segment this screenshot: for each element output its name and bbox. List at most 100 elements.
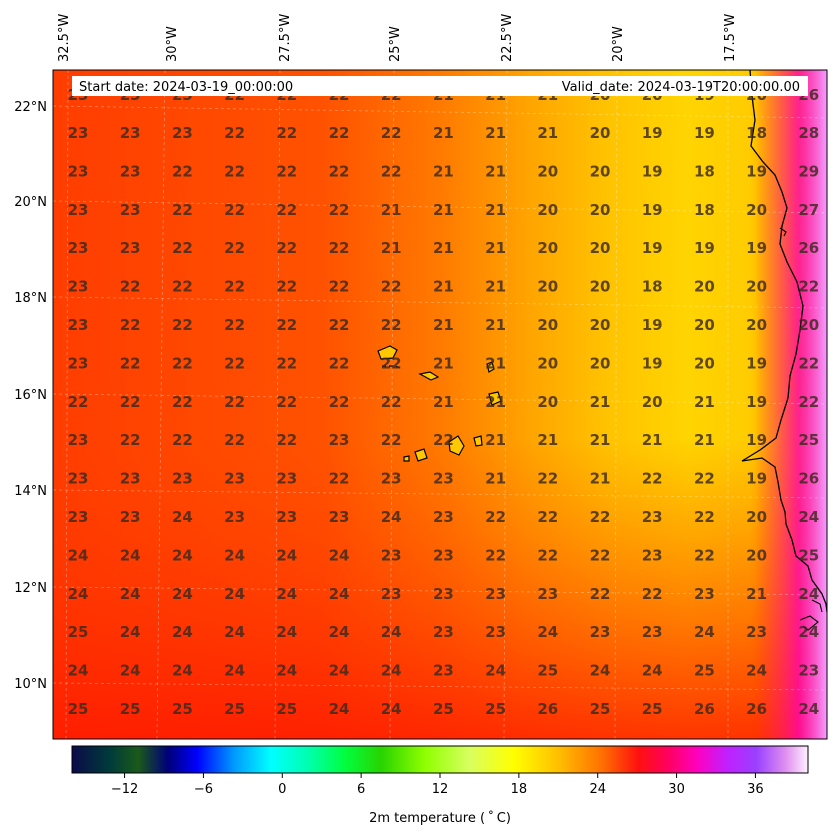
temperature-value: 19 (746, 431, 767, 449)
temperature-value: 19 (642, 316, 663, 334)
temperature-value: 23 (68, 316, 89, 334)
temperature-value: 25 (590, 700, 611, 718)
temperature-value: 25 (798, 546, 819, 564)
temperature-value: 23 (329, 431, 350, 449)
temperature-value: 22 (694, 546, 715, 564)
temperature-value: 23 (224, 508, 245, 526)
temperature-value: 22 (276, 354, 297, 372)
temperature-value: 21 (590, 431, 611, 449)
temperature-value: 24 (172, 585, 193, 603)
temperature-value: 24 (381, 700, 402, 718)
temperature-value: 22 (120, 393, 141, 411)
temperature-value: 22 (276, 393, 297, 411)
temperature-value: 22 (642, 470, 663, 488)
temperature-value: 22 (276, 201, 297, 219)
colorbar-tick-label: 0 (278, 782, 286, 797)
temperature-value: 25 (172, 700, 193, 718)
temperature-value: 22 (120, 431, 141, 449)
temperature-value: 24 (590, 662, 611, 680)
temperature-value: 21 (433, 278, 454, 296)
temperature-value: 25 (694, 662, 715, 680)
temperature-value: 22 (172, 239, 193, 257)
colorbar-tick-label: −12 (111, 782, 138, 797)
temperature-value: 25 (642, 700, 663, 718)
temperature-value: 24 (276, 546, 297, 564)
temperature-value: 20 (590, 239, 611, 257)
temperature-value: 21 (485, 393, 506, 411)
temperature-value: 20 (537, 393, 558, 411)
temperature-value: 24 (120, 623, 141, 641)
temperature-value: 23 (590, 623, 611, 641)
temperature-value: 22 (120, 278, 141, 296)
lon-label: 30°W (165, 26, 180, 62)
temperature-value: 23 (329, 508, 350, 526)
temperature-value: 27 (798, 201, 819, 219)
temperature-value: 23 (172, 124, 193, 142)
temperature-value: 22 (172, 162, 193, 180)
temperature-value: 24 (381, 662, 402, 680)
temperature-value: 21 (485, 278, 506, 296)
temperature-value: 24 (746, 662, 767, 680)
temperature-value: 22 (172, 201, 193, 219)
temperature-value: 23 (798, 662, 819, 680)
lat-label: 20°N (14, 195, 47, 210)
temperature-value: 21 (485, 162, 506, 180)
temperature-value: 20 (537, 239, 558, 257)
temperature-value: 23 (120, 162, 141, 180)
temperature-value: 24 (798, 585, 819, 603)
temperature-value: 24 (172, 546, 193, 564)
temperature-value: 21 (485, 431, 506, 449)
lon-label: 20°W (611, 26, 626, 62)
temperature-value: 23 (485, 585, 506, 603)
temperature-value: 22 (329, 239, 350, 257)
lat-label: 14°N (14, 484, 47, 499)
temperature-value: 22 (329, 354, 350, 372)
temperature-value: 24 (276, 623, 297, 641)
lat-label: 16°N (14, 388, 47, 403)
temperature-value: 20 (590, 201, 611, 219)
temperature-value: 24 (276, 662, 297, 680)
lat-label: 12°N (14, 581, 47, 596)
temperature-value: 24 (329, 546, 350, 564)
temperature-value: 23 (68, 278, 89, 296)
temperature-value: 24 (276, 585, 297, 603)
temperature-value: 24 (381, 623, 402, 641)
colorbar-tick-label: −6 (194, 782, 213, 797)
temperature-value: 24 (172, 623, 193, 641)
temperature-value: 19 (642, 239, 663, 257)
temperature-value: 23 (433, 508, 454, 526)
temperature-value: 25 (433, 700, 454, 718)
temperature-value: 21 (537, 431, 558, 449)
temperature-value: 18 (746, 124, 767, 142)
temperature-value: 20 (746, 201, 767, 219)
temperature-value: 22 (590, 585, 611, 603)
temperature-value: 23 (68, 239, 89, 257)
temperature-value: 22 (694, 508, 715, 526)
temperature-value: 23 (433, 470, 454, 488)
temperature-value: 24 (120, 662, 141, 680)
temperature-value: 20 (537, 162, 558, 180)
temperature-value: 23 (276, 508, 297, 526)
temperature-value: 19 (694, 124, 715, 142)
temperature-value: 20 (746, 316, 767, 334)
temperature-value: 21 (537, 124, 558, 142)
temperature-value: 20 (694, 354, 715, 372)
temperature-value: 23 (537, 585, 558, 603)
temperature-value: 23 (120, 470, 141, 488)
temperature-value: 20 (590, 162, 611, 180)
temperature-value: 22 (120, 316, 141, 334)
temperature-value: 22 (381, 354, 402, 372)
temperature-value: 22 (485, 508, 506, 526)
temperature-value: 22 (798, 354, 819, 372)
temperature-value: 24 (172, 508, 193, 526)
temperature-value: 20 (537, 354, 558, 372)
temperature-value: 23 (120, 201, 141, 219)
temperature-value: 20 (746, 508, 767, 526)
temperature-value: 22 (329, 316, 350, 334)
temperature-value: 19 (746, 470, 767, 488)
temperature-value: 23 (642, 508, 663, 526)
temperature-value: 22 (224, 393, 245, 411)
temperature-value: 21 (694, 393, 715, 411)
temperature-value: 26 (537, 700, 558, 718)
